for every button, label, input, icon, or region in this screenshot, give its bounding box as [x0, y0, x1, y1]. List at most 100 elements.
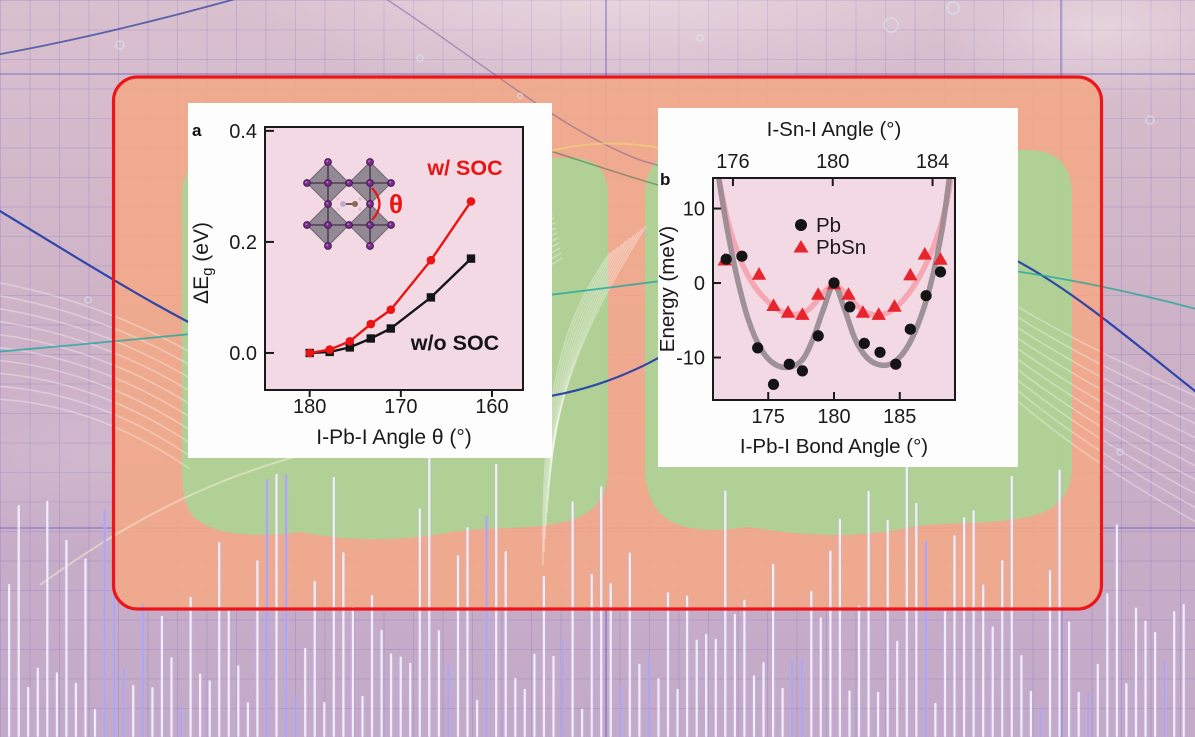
fan-arc — [999, 345, 1195, 467]
waveform-bar — [647, 653, 650, 737]
waveform-bar — [991, 626, 994, 737]
data-point-marker — [917, 247, 932, 260]
waveform-bar — [179, 706, 183, 737]
iodine-atom — [324, 158, 332, 166]
waveform-bar — [819, 617, 822, 737]
data-point-marker — [752, 342, 764, 354]
waveform-bar — [590, 573, 593, 737]
data-point-marker — [903, 267, 918, 281]
atom-highlight — [368, 223, 371, 226]
data-point-marker — [933, 252, 948, 265]
hydrogen-atom — [358, 197, 362, 201]
waveform-bar — [791, 658, 794, 737]
iodine-atom — [324, 242, 332, 250]
fan-arc — [544, 246, 619, 540]
waveform-bars — [6, 456, 1186, 737]
data-point-marker — [366, 319, 376, 329]
bubble-speck — [883, 17, 899, 33]
fan-arc — [0, 333, 191, 405]
atom-highlight — [389, 223, 392, 226]
data-point-marker — [366, 334, 375, 343]
waveform-bar — [953, 535, 956, 737]
fan-arc — [549, 231, 639, 475]
iodine-atom — [366, 158, 374, 166]
navy-corner-curve — [0, 0, 235, 56]
data-point-marker — [345, 343, 354, 352]
y-axis-title: Energy (meV) — [658, 226, 679, 352]
atom-highlight — [326, 181, 329, 184]
x-axis-top: 176 180 184 — [716, 151, 949, 186]
waveform-bar — [676, 688, 679, 737]
waveform-bar — [1001, 560, 1004, 737]
y-tick-label: 0.2 — [229, 232, 257, 254]
fan-arc — [543, 249, 615, 553]
waveform-bar — [963, 517, 966, 737]
waveform-bar — [1068, 621, 1071, 737]
waveform-bar — [227, 610, 230, 737]
chart-b-energy-vs-bond-angle: 175 180 185 I-Pb-I Bond Angle (°) 176 180 184 I… — [656, 118, 956, 458]
waveform-bar — [657, 678, 660, 737]
bubble-speck — [115, 40, 125, 50]
waveform-bar — [103, 510, 106, 737]
fan-arc — [546, 240, 627, 514]
waveform-bar — [695, 639, 698, 737]
atom-highlight — [347, 181, 350, 184]
series-pb — [720, 250, 947, 390]
waveform-bar — [46, 500, 49, 737]
waveform-bar — [800, 658, 803, 737]
hydrogen-atom — [336, 207, 340, 211]
data-point-marker — [795, 307, 810, 320]
data-point-marker — [345, 337, 355, 346]
atom-highlight — [326, 223, 329, 226]
waveform-bar — [370, 595, 374, 737]
fan-arc — [0, 282, 191, 353]
fan-arc — [547, 237, 631, 501]
waveform-bar — [1106, 593, 1109, 737]
red-card-border — [111, 75, 1104, 611]
waveform-bar — [65, 539, 68, 737]
waveform-bar — [1125, 683, 1128, 737]
y-axis: 10 0 -10 — [676, 199, 721, 370]
waveform-bar — [705, 633, 708, 737]
waveform-bar — [943, 610, 947, 737]
figure-panel-a: a 180 170 160 I-Pb-I Angle θ (°) 0.0 0.2 0.4 ΔE… — [188, 103, 552, 458]
iodine-atom — [387, 221, 395, 229]
waveform-bar — [523, 688, 526, 737]
iodine-atom — [387, 179, 395, 187]
waveform-bar — [905, 459, 908, 737]
waveform-bar — [1020, 655, 1023, 737]
x-tick-label: 175 — [752, 406, 785, 428]
x-tick-top-label: 184 — [916, 151, 949, 173]
fan-arc — [0, 385, 191, 457]
waveform-bar — [600, 486, 603, 737]
waveform-bar — [380, 629, 383, 737]
waveform-bar — [361, 695, 364, 737]
data-point-marker — [386, 324, 395, 333]
waveform-bar — [781, 687, 784, 737]
waveform-bar — [915, 502, 918, 737]
waveform-bar — [1173, 611, 1176, 737]
fan-arc — [0, 308, 191, 379]
data-point-marker — [887, 299, 902, 312]
waveform-bar — [877, 691, 880, 737]
theta-symbol: θ — [389, 189, 403, 219]
fan-arc — [999, 375, 1195, 509]
waveform-bar — [323, 701, 326, 737]
scatter-series — [717, 247, 948, 390]
fan-arc — [0, 359, 191, 431]
figure-panel-b: b 175 180 185 I-Pb-I Bond Angle (°) 176 180 18… — [656, 108, 1018, 467]
series-w-soc — [305, 197, 476, 358]
waveform-bar — [418, 508, 421, 737]
waveform-bar — [351, 606, 354, 737]
fan-arc — [0, 398, 191, 470]
waveform-bar — [1154, 632, 1157, 737]
legend-label: PbSn — [816, 236, 866, 259]
waveform-bar — [456, 555, 460, 737]
bubble-speck — [84, 296, 92, 304]
legend-marker-circle — [795, 219, 807, 231]
fan-arc — [545, 243, 623, 527]
atom-highlight — [368, 160, 371, 163]
iodine-atom — [366, 242, 374, 250]
waveform-bar — [1048, 570, 1052, 737]
waveform-bar — [743, 599, 746, 737]
